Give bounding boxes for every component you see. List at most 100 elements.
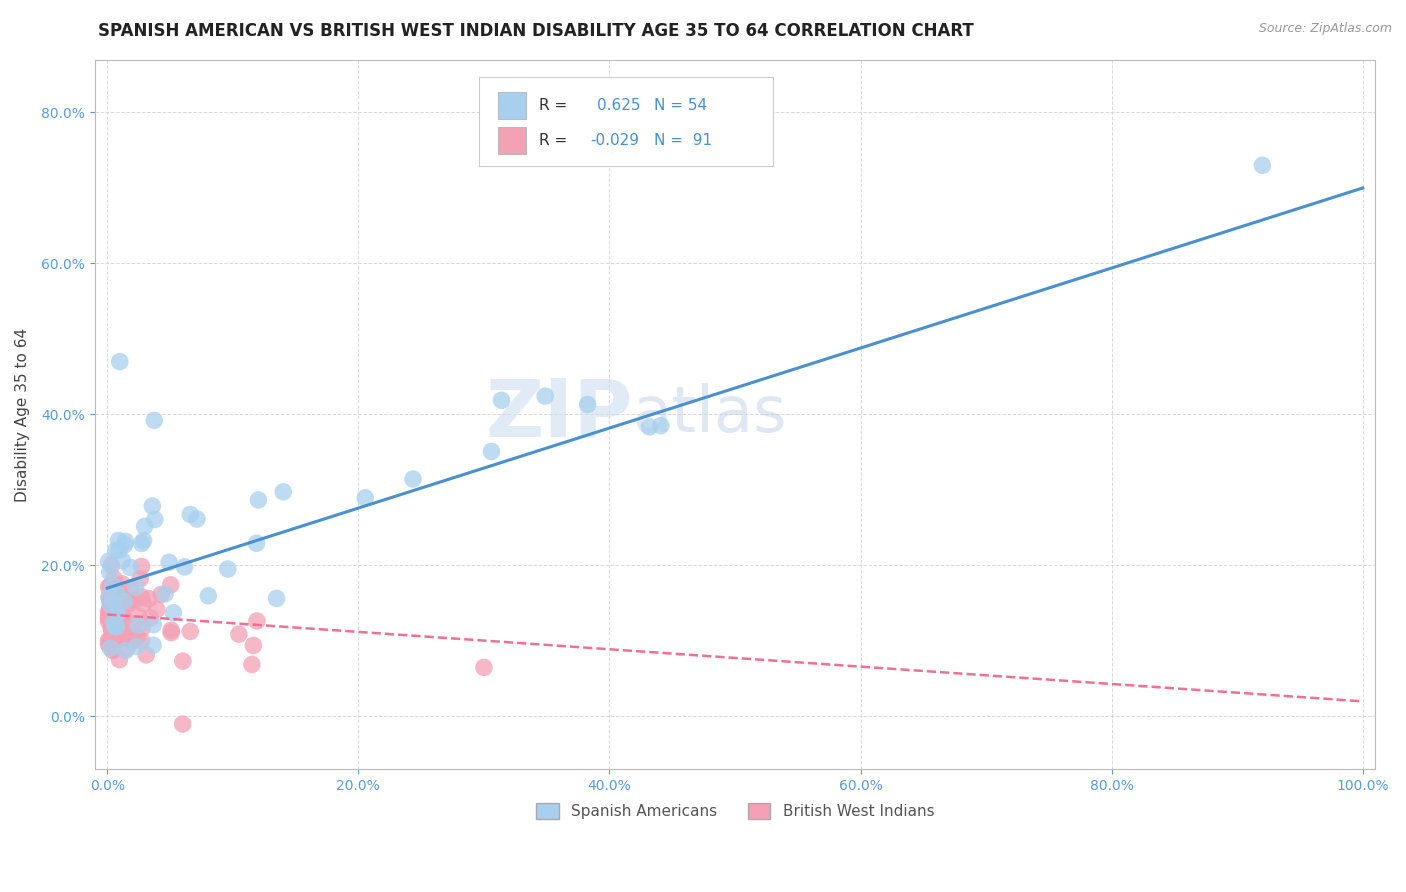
Point [114, 612, 136, 626]
Point [98, 641, 121, 656]
Point [98, 638, 121, 652]
Point [104, 582, 127, 596]
Point [97, 610, 120, 624]
Point [115, 641, 138, 656]
FancyBboxPatch shape [498, 92, 526, 119]
Point [101, 642, 124, 657]
Point [125, 630, 148, 644]
Point [114, 592, 136, 607]
Point [101, 588, 124, 602]
Point [100, 632, 122, 647]
Point [125, 640, 148, 654]
Point [107, 604, 129, 618]
Text: N =  91: N = 91 [654, 133, 713, 148]
Point [110, 590, 132, 604]
Point [491, 393, 513, 408]
Point [107, 533, 129, 548]
Y-axis label: Disability Age 35 to 64: Disability Age 35 to 64 [15, 327, 30, 501]
Point [114, 643, 136, 657]
Point [228, 627, 250, 641]
Point [179, 624, 201, 639]
Point [100, 602, 122, 616]
Point [153, 587, 176, 601]
Point [111, 592, 134, 607]
Point [100, 558, 122, 573]
Point [240, 657, 263, 672]
Point [100, 598, 122, 612]
Point [143, 413, 166, 427]
Point [100, 631, 122, 645]
Point [111, 631, 134, 645]
Point [124, 580, 146, 594]
Point [103, 632, 125, 646]
Point [576, 398, 599, 412]
Point [100, 621, 122, 635]
Point [98, 606, 121, 620]
Point [129, 572, 152, 586]
Point [266, 591, 288, 606]
Text: Source: ZipAtlas.com: Source: ZipAtlas.com [1258, 22, 1392, 36]
Point [107, 594, 129, 608]
Point [131, 633, 153, 648]
Point [104, 619, 127, 633]
Point [141, 499, 163, 513]
Point [112, 624, 135, 638]
Point [124, 593, 146, 607]
Point [104, 603, 127, 617]
FancyBboxPatch shape [498, 127, 526, 154]
Text: R =: R = [538, 133, 572, 148]
FancyBboxPatch shape [479, 78, 773, 166]
Point [145, 602, 167, 616]
Point [139, 611, 162, 625]
Text: -0.029: -0.029 [591, 133, 640, 148]
Point [97, 615, 120, 629]
Point [122, 625, 145, 640]
Point [134, 519, 156, 533]
Point [107, 606, 129, 620]
Point [472, 660, 495, 674]
Point [103, 572, 125, 586]
Point [97, 611, 120, 625]
Point [120, 560, 142, 574]
Point [247, 493, 270, 508]
Point [157, 555, 180, 569]
Point [135, 648, 157, 662]
Point [103, 615, 125, 629]
Point [131, 590, 153, 604]
Text: SPANISH AMERICAN VS BRITISH WEST INDIAN DISABILITY AGE 35 TO 64 CORRELATION CHAR: SPANISH AMERICAN VS BRITISH WEST INDIAN … [98, 22, 974, 40]
Point [246, 536, 269, 550]
Point [638, 420, 661, 434]
Text: atlas: atlas [633, 384, 787, 445]
Point [97, 609, 120, 624]
Point [104, 583, 127, 598]
Point [108, 543, 131, 558]
Point [103, 608, 125, 623]
Point [534, 389, 557, 403]
Point [111, 607, 134, 621]
Point [110, 591, 132, 606]
Point [114, 538, 136, 552]
Point [143, 512, 166, 526]
Point [114, 594, 136, 608]
Point [159, 578, 181, 592]
Point [104, 543, 127, 558]
Point [103, 599, 125, 614]
Point [186, 512, 208, 526]
Point [132, 533, 155, 548]
Point [108, 588, 131, 602]
Point [98, 579, 121, 593]
Point [107, 611, 129, 625]
Point [103, 607, 125, 622]
Point [173, 560, 195, 574]
Point [1251, 158, 1274, 172]
Point [114, 534, 136, 549]
Point [160, 625, 183, 640]
Point [142, 617, 165, 632]
Point [97, 580, 120, 594]
Point [160, 624, 183, 638]
Point [650, 418, 672, 433]
Text: N = 54: N = 54 [654, 97, 707, 112]
Point [98, 565, 121, 579]
Point [115, 599, 138, 613]
Point [197, 589, 219, 603]
